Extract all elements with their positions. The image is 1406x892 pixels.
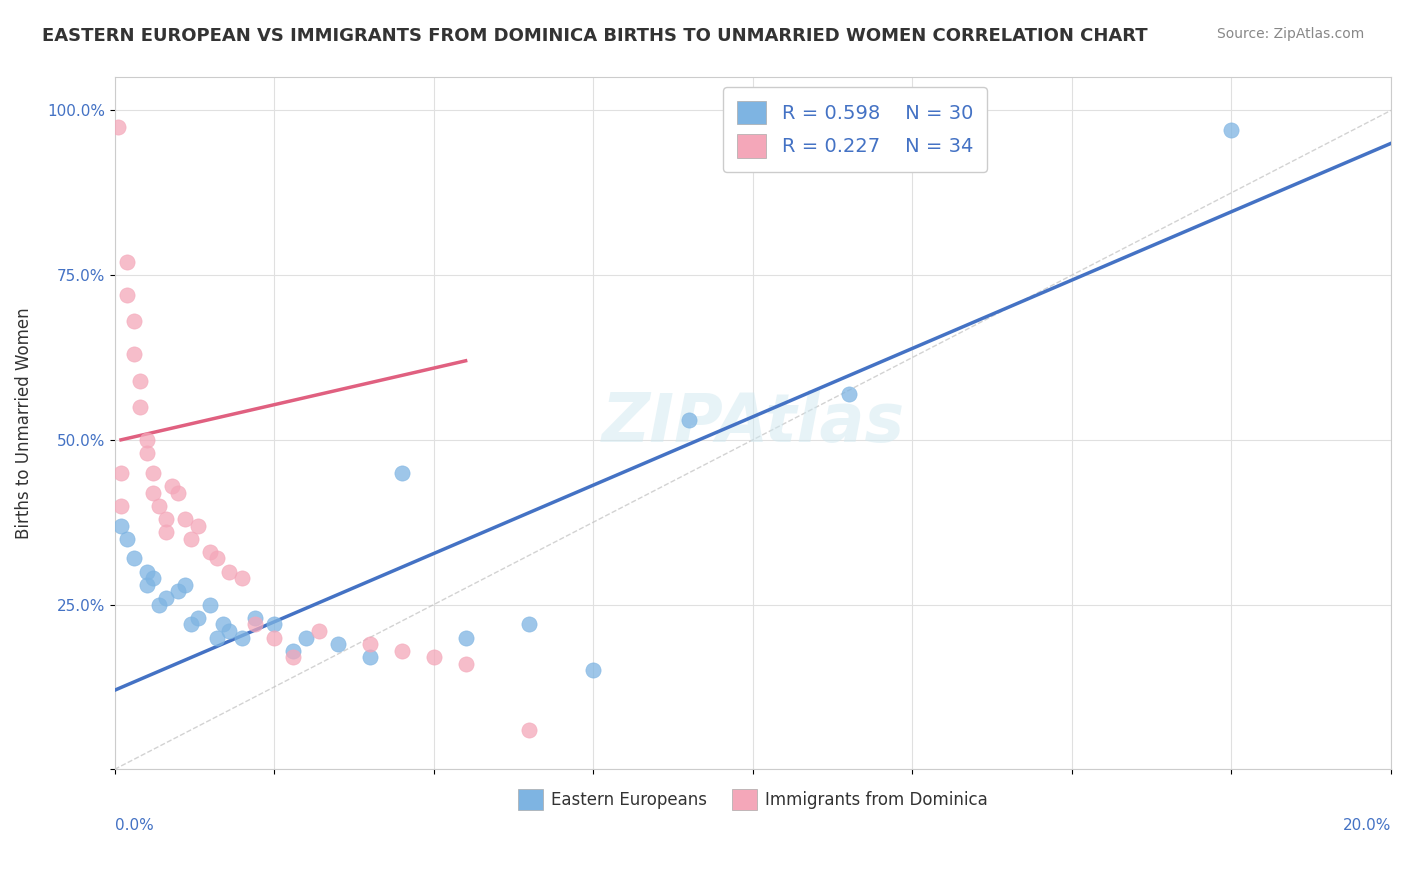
Text: 0.0%: 0.0% xyxy=(115,818,153,833)
Text: 20.0%: 20.0% xyxy=(1343,818,1391,833)
Point xyxy=(359,650,381,665)
Point xyxy=(173,512,195,526)
Point xyxy=(243,617,266,632)
Point xyxy=(155,512,177,526)
Point xyxy=(155,591,177,605)
Point xyxy=(454,631,477,645)
Point xyxy=(110,499,132,513)
Point xyxy=(122,347,145,361)
Point xyxy=(519,617,541,632)
Point xyxy=(838,386,860,401)
Point xyxy=(263,617,285,632)
Point xyxy=(135,578,157,592)
Y-axis label: Births to Unmarried Women: Births to Unmarried Women xyxy=(15,308,32,539)
Point xyxy=(422,650,444,665)
Point xyxy=(283,643,305,657)
Point xyxy=(135,446,157,460)
Point xyxy=(231,571,253,585)
Point xyxy=(173,578,195,592)
Point xyxy=(308,624,330,638)
Point xyxy=(160,479,183,493)
Point xyxy=(218,624,240,638)
Text: ZIPAtlas: ZIPAtlas xyxy=(602,391,904,457)
Point xyxy=(155,525,177,540)
Point xyxy=(218,565,240,579)
Point xyxy=(1220,123,1243,137)
Point xyxy=(295,631,318,645)
Point xyxy=(283,650,305,665)
Point xyxy=(129,374,152,388)
Point xyxy=(117,532,139,546)
Point xyxy=(582,664,605,678)
Point xyxy=(129,400,152,414)
Text: EASTERN EUROPEAN VS IMMIGRANTS FROM DOMINICA BIRTHS TO UNMARRIED WOMEN CORRELATI: EASTERN EUROPEAN VS IMMIGRANTS FROM DOMI… xyxy=(42,27,1147,45)
Point xyxy=(454,657,477,671)
Point xyxy=(200,545,222,559)
Point xyxy=(212,617,235,632)
Point xyxy=(142,571,165,585)
Point xyxy=(359,637,381,651)
Point xyxy=(678,413,700,427)
Point xyxy=(243,611,266,625)
Point xyxy=(231,631,253,645)
Point xyxy=(180,532,202,546)
Point xyxy=(135,433,157,447)
Point xyxy=(263,631,285,645)
Point xyxy=(117,288,139,302)
Point xyxy=(205,631,228,645)
Point xyxy=(167,584,190,599)
Point xyxy=(167,485,190,500)
Point xyxy=(148,598,170,612)
Point xyxy=(135,565,157,579)
Point xyxy=(117,255,139,269)
Point xyxy=(122,551,145,566)
Point xyxy=(187,611,209,625)
Legend: Eastern Europeans, Immigrants from Dominica: Eastern Europeans, Immigrants from Domin… xyxy=(510,782,994,816)
Point xyxy=(110,466,132,480)
Point xyxy=(519,723,541,737)
Point xyxy=(205,551,228,566)
Point xyxy=(122,314,145,328)
Point xyxy=(200,598,222,612)
Point xyxy=(148,499,170,513)
Point xyxy=(391,466,413,480)
Point xyxy=(110,518,132,533)
Point xyxy=(326,637,349,651)
Point xyxy=(180,617,202,632)
Point xyxy=(187,518,209,533)
Point xyxy=(391,643,413,657)
Point xyxy=(142,485,165,500)
Point xyxy=(142,466,165,480)
Point xyxy=(107,120,129,134)
Text: Source: ZipAtlas.com: Source: ZipAtlas.com xyxy=(1216,27,1364,41)
